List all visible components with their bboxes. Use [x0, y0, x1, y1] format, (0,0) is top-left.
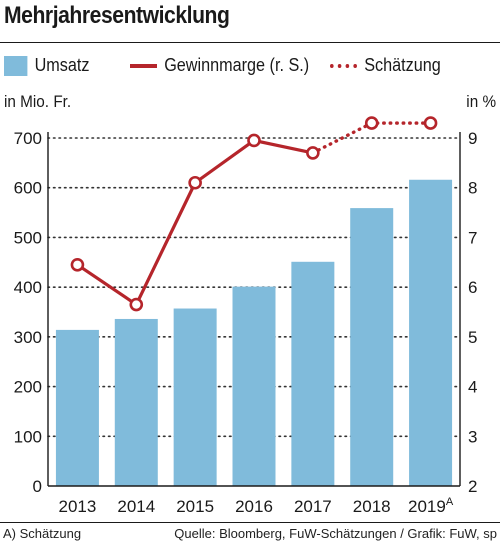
y-tick-label-right: 3	[468, 427, 477, 446]
y-tick-label-left: 0	[33, 477, 42, 496]
chart-title: Mehrjahresentwicklung	[4, 2, 230, 29]
legend-label-line: Gewinnmarge (r. S.)	[164, 55, 310, 75]
y-tick-label-right: 5	[468, 328, 477, 347]
footer-divider	[0, 522, 500, 523]
y-tick-label-right: 6	[468, 278, 477, 297]
x-tick-label: 2016	[235, 497, 273, 516]
margin-point	[70, 257, 85, 272]
chart-legend: Umsatz Gewinnmarge (r. S.) Schätzung	[0, 55, 500, 79]
bar	[350, 208, 394, 486]
legend-item-line: Gewinnmarge (r. S.)	[130, 55, 309, 76]
margin-point	[188, 175, 202, 190]
margin-point	[364, 116, 379, 130]
bar	[173, 308, 217, 486]
title-divider	[0, 42, 500, 43]
bar	[232, 286, 276, 486]
y-tick-label-left: 200	[14, 378, 42, 397]
bar	[291, 261, 335, 486]
y-tick-label-right: 2	[468, 477, 477, 496]
x-tick-label: 2017	[294, 497, 332, 516]
y-tick-label-left: 100	[14, 427, 42, 446]
margin-point	[247, 133, 261, 148]
legend-item-bars: Umsatz	[4, 55, 90, 76]
margin-point	[129, 297, 144, 312]
y-tick-label-right: 8	[468, 179, 477, 198]
y-tick-label-left: 500	[14, 228, 42, 247]
y-tick-label-left: 400	[14, 278, 42, 297]
y-axis-right-label: in %	[466, 92, 496, 111]
x-tick-label: 2019A	[408, 496, 454, 516]
y-tick-label-right: 9	[468, 129, 477, 148]
margin-line-actual	[76, 138, 314, 307]
legend-swatch-line	[130, 63, 157, 68]
y-tick-label-left: 600	[14, 179, 42, 198]
y-tick-label-right: 4	[468, 378, 477, 397]
legend-item-estimate: Schätzung	[330, 55, 441, 76]
source-credit: Quelle: Bloomberg, FuW-Schätzungen / Gra…	[174, 526, 497, 541]
y-tick-label-left: 300	[14, 328, 42, 347]
legend-label-estimate: Schätzung	[364, 55, 441, 75]
x-tick-label: 2013	[59, 497, 97, 516]
footnote: A) Schätzung	[3, 526, 82, 541]
y-tick-label-left: 700	[14, 129, 42, 148]
margin-point	[423, 116, 438, 130]
legend-swatch-bar	[4, 55, 28, 76]
legend-swatch-estimate	[330, 63, 357, 68]
bar	[409, 179, 453, 486]
chart-plot-area: 0 100 200 300 400 500 600 700 2 3 4 5 6 7 8 9 2013 2014 20…	[14, 116, 477, 516]
x-tick-label: 2014	[117, 497, 155, 516]
x-tick-label: 2018	[353, 497, 391, 516]
y-tick-label-right: 7	[468, 228, 477, 247]
legend-label-bar: Umsatz	[34, 55, 90, 75]
x-tick-label: 2015	[176, 497, 214, 516]
bar	[55, 329, 99, 486]
bar	[114, 318, 158, 486]
margin-point	[306, 146, 320, 160]
y-axis-left-label: in Mio. Fr.	[4, 92, 72, 111]
